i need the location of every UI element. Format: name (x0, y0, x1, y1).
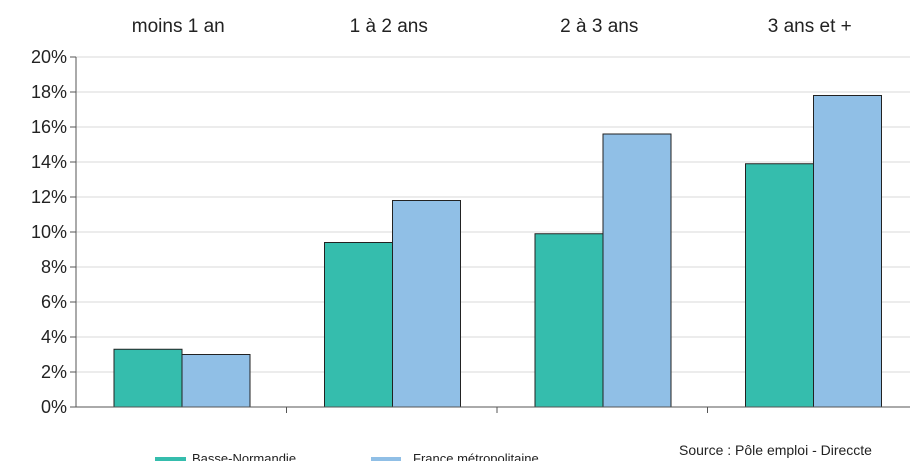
bar-france-1 (392, 200, 461, 408)
gridlines (76, 56, 910, 373)
category-label: moins 1 an (132, 16, 225, 37)
category-label: 1 à 2 ans (350, 16, 428, 37)
bar-france-0 (181, 354, 251, 408)
y-tick-label: 2% (41, 362, 67, 382)
bar-france-2 (602, 133, 672, 408)
bar-basse-normandie-0 (113, 348, 183, 408)
legend: Basse-Normandie France métropolitaine (155, 451, 539, 461)
bar-france-3 (813, 95, 882, 408)
axes (70, 56, 910, 413)
legend-label-basse-normandie: Basse-Normandie (192, 451, 296, 461)
category-labels: moins 1 an 1 à 2 ans 2 à 3 ans 3 ans et + (132, 16, 852, 37)
bars (113, 95, 882, 408)
y-tick-label: 6% (41, 292, 67, 312)
bar-basse-normandie-3 (745, 163, 814, 408)
category-label: 3 ans et + (768, 16, 852, 37)
y-tick-labels: 0% 2% 4% 6% 8% 10% 12% 14% 16% 18% 20% (31, 47, 67, 417)
y-tick-label: 4% (41, 327, 67, 347)
source-note: Source : Pôle emploi - Direccte (679, 442, 872, 458)
y-tick-label: 10% (31, 222, 67, 242)
y-tick-label: 8% (41, 257, 67, 277)
legend-swatch-france (371, 457, 401, 461)
category-label: 2 à 3 ans (560, 16, 638, 37)
legend-label-france: France métropolitaine (413, 451, 539, 461)
bar-basse-normandie-2 (534, 233, 604, 408)
legend-swatch-basse-normandie (155, 457, 186, 461)
y-tick-label: 16% (31, 117, 67, 137)
y-tick-label: 0% (41, 397, 67, 417)
y-tick-label: 18% (31, 82, 67, 102)
y-tick-label: 14% (31, 152, 67, 172)
y-tick-label: 20% (31, 47, 67, 67)
bar-basse-normandie-1 (324, 242, 393, 408)
y-tick-label: 12% (31, 187, 67, 207)
